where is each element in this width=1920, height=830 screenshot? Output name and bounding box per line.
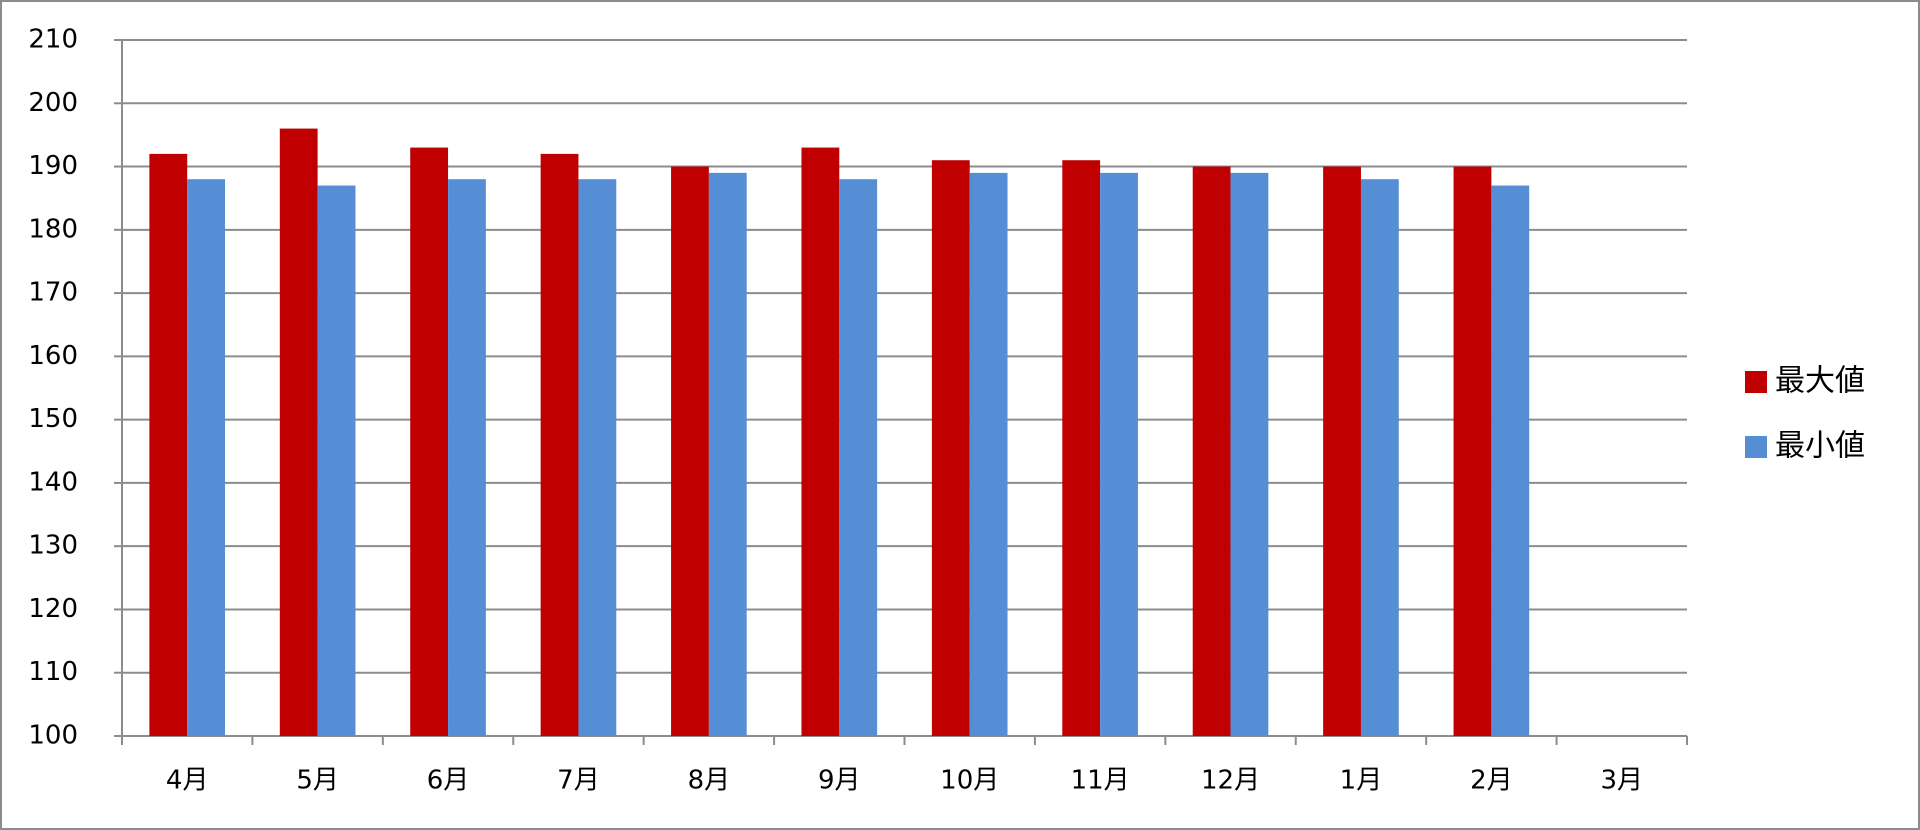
x-tick-label: 2月 [1470,766,1513,796]
x-tick-label: 12月 [1201,766,1260,796]
y-tick-label: 170 [28,278,78,308]
bar [1062,160,1101,736]
bar [578,179,617,736]
x-tick-label: 9月 [818,766,861,796]
x-tick-label: 3月 [1601,766,1644,796]
bar [448,179,486,736]
y-tick-label: 190 [28,151,78,181]
x-tick-label: 5月 [296,766,339,796]
bar [1323,166,1361,736]
x-tick-label: 4月 [166,766,209,796]
bar [801,147,840,737]
x-tick-label: 6月 [427,766,470,796]
y-tick-label: 120 [28,594,78,624]
legend-label: 最小値 [1775,429,1865,464]
legend-swatch [1745,436,1767,458]
x-tick-label: 8月 [688,766,731,796]
y-tick-label: 180 [28,214,78,244]
bar [1360,179,1399,736]
x-tick-label: 11月 [1071,766,1130,796]
bar [279,128,318,737]
legend-label: 最大値 [1775,364,1865,399]
y-tick-label: 200 [28,88,78,118]
bar [317,185,356,736]
y-tick-label: 140 [28,467,78,497]
bar [671,166,709,736]
x-tick-label: 1月 [1340,766,1383,796]
bar [1491,185,1530,736]
y-tick-label: 150 [28,404,78,434]
bar [931,160,970,736]
y-tick-label: 130 [28,531,78,561]
bar [187,179,226,736]
bar [708,172,747,736]
bar [1230,172,1269,736]
x-tick-label: 7月 [557,766,600,796]
legend-swatch [1745,371,1767,393]
y-tick-label: 100 [28,721,78,751]
bar [149,153,188,736]
y-tick-label: 210 [28,25,78,55]
bar [969,172,1008,736]
x-tick-label: 10月 [940,766,999,796]
bar [1100,172,1138,736]
y-tick-label: 110 [28,657,78,687]
bar [1192,166,1231,736]
bar [1453,166,1492,736]
y-tick-label: 160 [28,341,78,371]
bar [540,153,579,736]
bar [410,147,449,737]
bar [839,179,878,736]
